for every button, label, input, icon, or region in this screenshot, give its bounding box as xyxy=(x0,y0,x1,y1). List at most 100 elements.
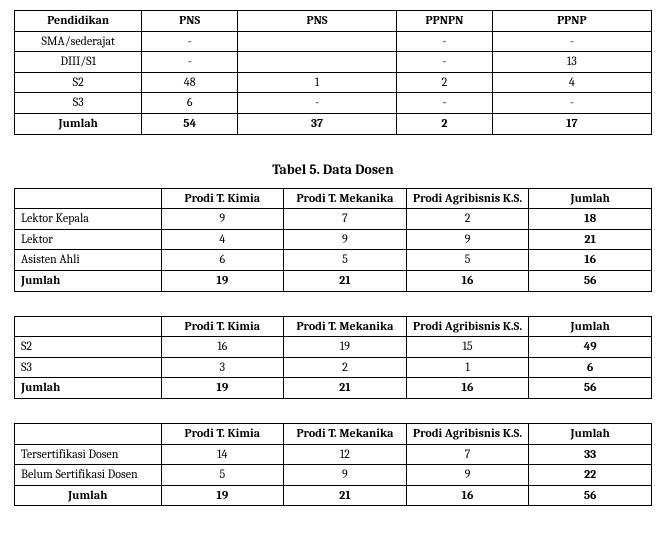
cell: 7 xyxy=(406,444,529,465)
cell: 17 xyxy=(492,113,651,134)
cell: Belum Sertifikasi Dosen xyxy=(15,465,162,486)
cell: 19 xyxy=(161,485,284,506)
table-row: Pendidikan PNS PNS PPNPN PPNP xyxy=(15,11,652,32)
table-row: Lektor Kepala 9 7 2 18 xyxy=(15,209,652,230)
cell: - xyxy=(397,93,493,114)
table-row-total: Jumlah 19 21 16 56 xyxy=(15,270,652,291)
header-cell: Jumlah xyxy=(529,423,652,444)
header-cell: Prodi Agribisnis K.S. xyxy=(406,423,529,444)
cell: 15 xyxy=(406,337,529,358)
table-caption: Tabel 5. Data Dosen xyxy=(14,161,652,178)
cell: 16 xyxy=(406,485,529,506)
cell: 1 xyxy=(406,357,529,378)
cell: 21 xyxy=(284,378,407,399)
cell: 13 xyxy=(492,52,651,73)
header-cell: Prodi T. Kimia xyxy=(161,188,284,209)
cell: 2 xyxy=(397,72,493,93)
cell: 56 xyxy=(529,485,652,506)
cell: 33 xyxy=(529,444,652,465)
cell: 19 xyxy=(161,270,284,291)
cell: 16 xyxy=(529,250,652,271)
cell: 48 xyxy=(142,72,238,93)
table-row: Belum Sertifikasi Dosen 5 9 9 22 xyxy=(15,465,652,486)
table-row-total: Jumlah 19 21 16 56 xyxy=(15,378,652,399)
table-dosen-jabatan: Prodi T. Kimia Prodi T. Mekanika Prodi A… xyxy=(14,188,652,292)
cell: 16 xyxy=(161,337,284,358)
header-cell xyxy=(15,316,162,337)
table-dosen-sertifikasi: Prodi T. Kimia Prodi T. Mekanika Prodi A… xyxy=(14,423,652,506)
cell: 16 xyxy=(406,378,529,399)
cell: 56 xyxy=(529,378,652,399)
table-row: S3 6 - - - xyxy=(15,93,652,114)
table-row: Lektor 4 9 9 21 xyxy=(15,229,652,250)
cell: - xyxy=(397,52,493,73)
cell: - xyxy=(492,31,651,52)
cell: 12 xyxy=(284,444,407,465)
table-dosen-gelar: Prodi T. Kimia Prodi T. Mekanika Prodi A… xyxy=(14,316,652,399)
cell: Jumlah xyxy=(15,485,162,506)
cell: 54 xyxy=(142,113,238,134)
table-pendidikan: Pendidikan PNS PNS PPNPN PPNP SMA/sedera… xyxy=(14,10,652,135)
cell: Lektor xyxy=(15,229,162,250)
cell: 2 xyxy=(406,209,529,230)
header-cell xyxy=(15,188,162,209)
header-cell: Prodi T. Mekanika xyxy=(284,316,407,337)
cell: - xyxy=(397,31,493,52)
cell: Jumlah xyxy=(15,378,162,399)
cell: 9 xyxy=(161,209,284,230)
cell: 21 xyxy=(284,270,407,291)
cell: Jumlah xyxy=(15,270,162,291)
cell: 7 xyxy=(284,209,407,230)
cell: - xyxy=(237,93,396,114)
cell: 14 xyxy=(161,444,284,465)
table-row: S2 16 19 15 49 xyxy=(15,337,652,358)
cell: 6 xyxy=(161,250,284,271)
cell: 18 xyxy=(529,209,652,230)
header-cell: Jumlah xyxy=(529,316,652,337)
table-row: Prodi T. Kimia Prodi T. Mekanika Prodi A… xyxy=(15,316,652,337)
header-cell: Prodi Agribisnis K.S. xyxy=(406,316,529,337)
cell: - xyxy=(492,93,651,114)
header-cell: Pendidikan xyxy=(15,11,142,32)
header-cell: Prodi T. Mekanika xyxy=(284,188,407,209)
cell: 6 xyxy=(142,93,238,114)
cell: 5 xyxy=(406,250,529,271)
cell: 9 xyxy=(406,229,529,250)
cell: S3 xyxy=(15,93,142,114)
table-row: DIII/S1 - - 13 xyxy=(15,52,652,73)
cell: Asisten Ahli xyxy=(15,250,162,271)
cell: - xyxy=(142,31,238,52)
cell: 9 xyxy=(284,465,407,486)
header-cell: Prodi T. Kimia xyxy=(161,316,284,337)
cell: Lektor Kepala xyxy=(15,209,162,230)
cell: 5 xyxy=(161,465,284,486)
cell: 19 xyxy=(284,337,407,358)
cell: 9 xyxy=(284,229,407,250)
header-cell: PNS xyxy=(237,11,396,32)
cell: 4 xyxy=(492,72,651,93)
table-row: S2 48 1 2 4 xyxy=(15,72,652,93)
cell: 1 xyxy=(237,72,396,93)
table-row: S3 3 2 1 6 xyxy=(15,357,652,378)
cell: 6 xyxy=(529,357,652,378)
cell: 5 xyxy=(284,250,407,271)
header-cell: PPNPN xyxy=(397,11,493,32)
cell: 2 xyxy=(397,113,493,134)
header-cell: Jumlah xyxy=(529,188,652,209)
table-row: Asisten Ahli 6 5 5 16 xyxy=(15,250,652,271)
cell: 9 xyxy=(406,465,529,486)
cell: 21 xyxy=(284,485,407,506)
cell: 4 xyxy=(161,229,284,250)
table-row-total: Jumlah 54 37 2 17 xyxy=(15,113,652,134)
cell: 21 xyxy=(529,229,652,250)
cell: DIII/S1 xyxy=(15,52,142,73)
table-row: Prodi T. Kimia Prodi T. Mekanika Prodi A… xyxy=(15,188,652,209)
cell: Tersertifikasi Dosen xyxy=(15,444,162,465)
cell: 37 xyxy=(237,113,396,134)
cell: - xyxy=(142,52,238,73)
cell: S2 xyxy=(15,72,142,93)
header-cell: PPNP xyxy=(492,11,651,32)
cell: 16 xyxy=(406,270,529,291)
cell: 56 xyxy=(529,270,652,291)
header-cell xyxy=(15,423,162,444)
